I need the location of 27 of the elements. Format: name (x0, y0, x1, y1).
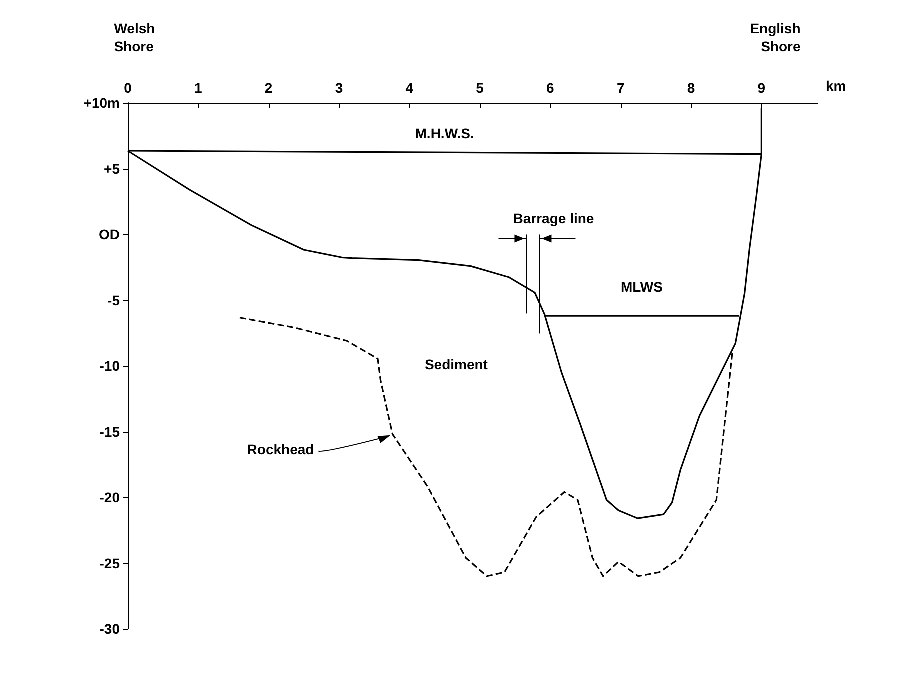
y-tick-label: -25 (100, 555, 120, 572)
x-axis-title: km (826, 78, 846, 94)
y-tick-label: +5 (104, 160, 120, 177)
text: Welsh Shore (114, 20, 156, 55)
x-tick-label: 7 (616, 80, 625, 96)
x-tick-label: 2 (264, 80, 273, 96)
y-tick-label: +10m (84, 95, 120, 111)
x-tick-label: 5 (476, 80, 484, 96)
y-tick-label: OD (99, 226, 120, 242)
x-tick-label: 3 (335, 80, 344, 96)
annotation: Rockhead (247, 441, 314, 458)
series-label: M.H.W.S. (415, 126, 474, 142)
x-tick-label: 8 (687, 80, 696, 96)
series-label: MLWS (620, 279, 663, 296)
y-tick-label: -15 (100, 424, 120, 440)
x-tick-label: 4 (406, 80, 414, 96)
y-tick-label: -30 (100, 621, 120, 637)
x-tick-label: 0 (124, 80, 132, 96)
x-tick-label: 1 (194, 80, 203, 96)
y-tick-label: -5 (108, 292, 120, 308)
text: English Shore (750, 20, 801, 55)
y-tick-label: -10 (100, 358, 120, 374)
y-tick-label: -20 (100, 490, 120, 506)
x-tick-label: 9 (758, 80, 766, 96)
x-tick-label: 6 (546, 80, 555, 96)
annotation: Sediment (424, 356, 488, 372)
annotation: Barrage line (513, 210, 594, 227)
